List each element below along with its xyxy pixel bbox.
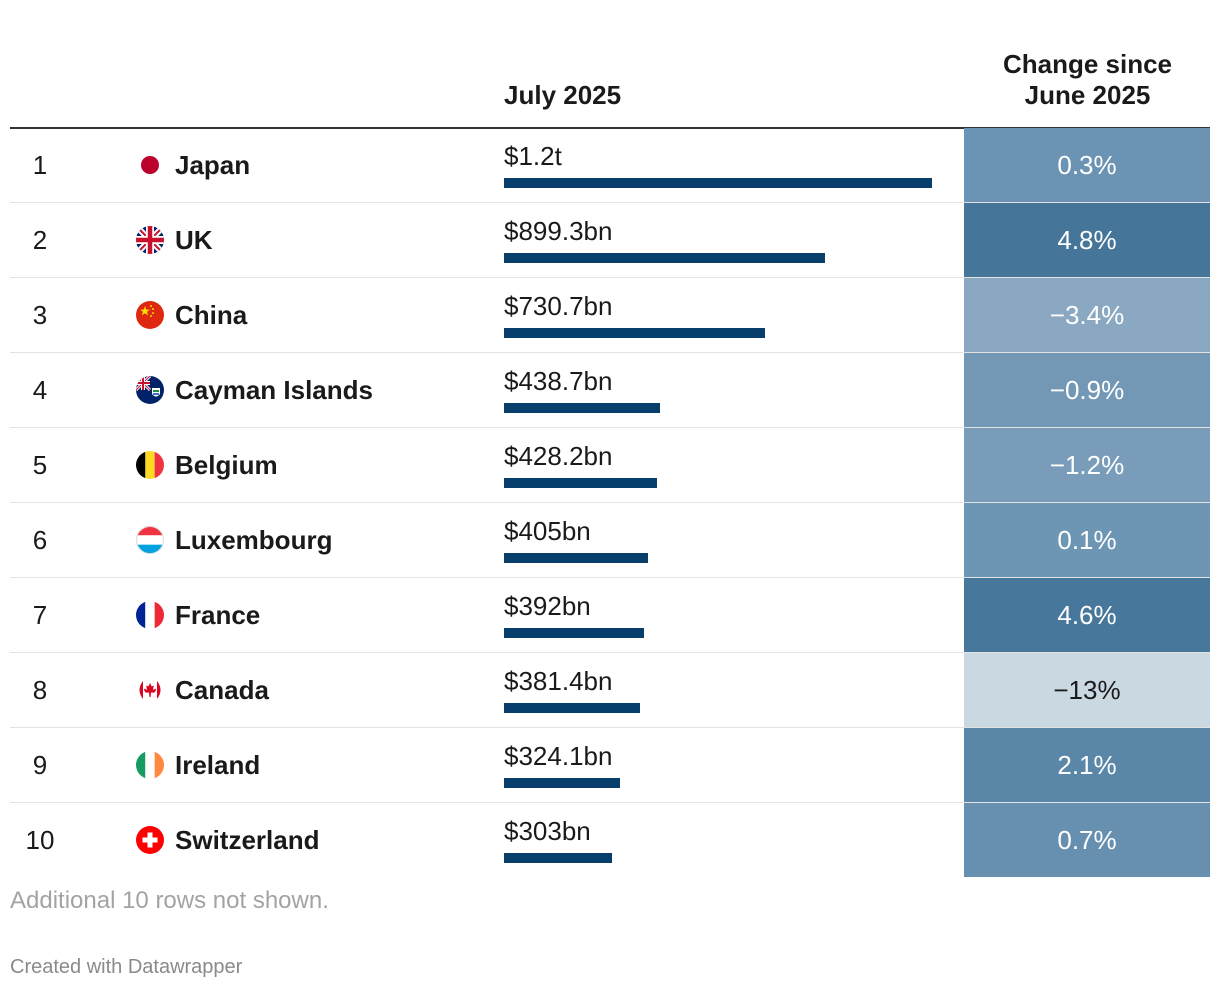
value-label: $381.4bn: [504, 666, 613, 696]
column-header-change-line2: June 2025: [1024, 80, 1151, 110]
change-cell: 0.1%: [964, 503, 1210, 577]
table-row[interactable]: 5 Belgium $428.2bn −1.2%: [10, 428, 1210, 503]
value-label: $392bn: [504, 591, 591, 621]
country-name: Cayman Islands: [175, 375, 373, 405]
value-label: $428.2bn: [504, 441, 613, 471]
value-label: $405bn: [504, 516, 591, 546]
footnote: Additional 10 rows not shown.: [10, 887, 329, 914]
rank-cell: 9: [32, 750, 48, 780]
rank-cell: 5: [32, 450, 48, 480]
value-label: $730.7bn: [504, 291, 613, 321]
change-cell: −0.9%: [964, 353, 1210, 427]
cayman-islands-flag-icon: [136, 376, 164, 404]
canada-flag-icon: [136, 676, 164, 704]
table-row[interactable]: 9 Ireland $324.1bn 2.1%: [10, 728, 1210, 803]
value-bar: [504, 403, 660, 413]
country-name: Switzerland: [175, 825, 320, 855]
change-cell: 4.6%: [964, 578, 1210, 652]
column-header-change[interactable]: Change since June 2025: [965, 49, 1210, 111]
country-name: Belgium: [175, 450, 278, 480]
china-flag-icon: [136, 301, 164, 329]
rank-cell: 10: [25, 825, 55, 855]
table-row[interactable]: 8 Canada $381.4bn −13%: [10, 653, 1210, 728]
value-label: $303bn: [504, 816, 591, 846]
change-cell: −1.2%: [964, 428, 1210, 502]
country-name: Japan: [175, 150, 251, 180]
country-name: France: [175, 600, 261, 630]
rank-cell: 1: [32, 150, 48, 180]
table-header: July 2025 Change since June 2025: [10, 0, 1210, 129]
country-name: China: [175, 300, 248, 330]
value-label: $899.3bn: [504, 216, 613, 246]
value-label: $1.2t: [504, 141, 562, 171]
change-cell: −13%: [964, 653, 1210, 727]
table-row[interactable]: 6 Luxembourg $405bn 0.1%: [10, 503, 1210, 578]
country-name: Ireland: [175, 750, 261, 780]
value-bar: [504, 178, 932, 188]
rank-cell: 8: [32, 675, 48, 705]
value-bar: [504, 328, 765, 338]
value-bar: [504, 628, 644, 638]
belgium-flag-icon: [136, 451, 164, 479]
rank-cell: 2: [32, 225, 48, 255]
table-body: 1 Japan $1.2t 0.3% 2 UK $899.3bn 4.8% 3 China $730…: [10, 128, 1210, 877]
table-row[interactable]: 10 Switzerland $303bn 0.7%: [10, 803, 1210, 877]
table-row[interactable]: 2 UK $899.3bn 4.8%: [10, 203, 1210, 278]
rank-cell: 3: [32, 300, 48, 330]
rank-cell: 6: [32, 525, 48, 555]
change-cell: 2.1%: [964, 728, 1210, 802]
france-flag-icon: [136, 601, 164, 629]
japan-flag-icon: [136, 151, 164, 179]
change-cell: 0.3%: [964, 128, 1210, 202]
table-row[interactable]: 7 France $392bn 4.6%: [10, 578, 1210, 653]
credit-link[interactable]: Created with Datawrapper: [10, 956, 243, 978]
column-header-change-line1: Change since: [1002, 49, 1173, 79]
ireland-flag-icon: [136, 751, 164, 779]
rank-cell: 4: [32, 375, 48, 405]
value-bar: [504, 478, 657, 488]
luxembourg-flag-icon: [136, 526, 164, 554]
uk-flag-icon: [136, 226, 164, 254]
rank-cell: 7: [32, 600, 48, 630]
switzerland-flag-icon: [136, 826, 164, 854]
change-cell: −3.4%: [964, 278, 1210, 352]
column-header-july-2025[interactable]: July 2025: [504, 80, 622, 110]
value-bar: [504, 253, 825, 263]
table-row[interactable]: 3 China $730.7bn −3.4%: [10, 278, 1210, 353]
value-label: $438.7bn: [504, 366, 613, 396]
value-bar: [504, 553, 648, 563]
country-name: UK: [175, 225, 213, 255]
change-cell: 4.8%: [964, 203, 1210, 277]
value-bar: [504, 703, 640, 713]
table-row[interactable]: 1 Japan $1.2t 0.3%: [10, 128, 1210, 203]
value-bar: [504, 778, 620, 788]
value-bar: [504, 853, 612, 863]
country-name: Canada: [175, 675, 269, 705]
table-row[interactable]: 4 Cayman Islands $438.7bn −0.9%: [10, 353, 1210, 428]
value-label: $324.1bn: [504, 741, 613, 771]
change-cell: 0.7%: [964, 803, 1210, 877]
country-name: Luxembourg: [175, 525, 333, 555]
